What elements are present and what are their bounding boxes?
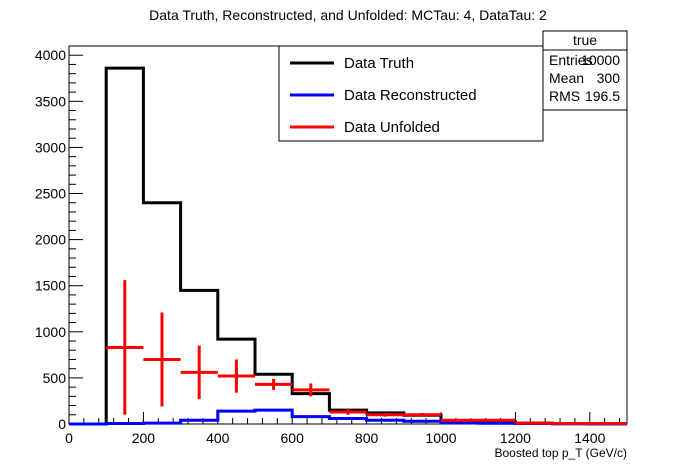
data-unfolded-point <box>589 422 627 426</box>
x-tick-label: 400 <box>206 430 230 446</box>
x-tick-label: 1000 <box>425 430 456 446</box>
data-unfolded-point <box>329 409 367 415</box>
stats-box-title: true <box>573 32 597 48</box>
data-unfolded-point <box>441 418 479 422</box>
y-tick-label: 3500 <box>35 93 66 109</box>
data-unfolded-point <box>292 383 330 397</box>
data-unfolded-points <box>106 280 627 426</box>
data-unfolded-point <box>478 418 516 422</box>
y-tick-label: 0 <box>58 416 66 432</box>
series-layer <box>69 66 627 426</box>
legend: Data Truth Data Reconstructed Data Unfolde… <box>278 45 544 142</box>
y-tick-label: 1000 <box>35 324 66 340</box>
x-axis-label: Boosted top p_T (GeV/c) <box>494 446 627 460</box>
data-unfolded-point <box>366 412 404 417</box>
data-reconstructed-legend-label: Data Reconstructed <box>344 87 477 104</box>
stats-value-entries: 10000 <box>581 52 620 68</box>
data-unfolded-point <box>255 378 293 390</box>
data-unfolded-point <box>515 421 553 425</box>
data-unfolded-point <box>143 312 181 407</box>
data-unfolded-point <box>217 359 255 393</box>
stats-label-mean: Mean <box>549 70 584 86</box>
chart-title: Data Truth, Reconstructed, and Unfolded:… <box>149 7 547 23</box>
x-tick-label: 600 <box>281 430 305 446</box>
data-unfolded-point <box>552 422 590 426</box>
stats-label-rms: RMS <box>549 88 580 104</box>
stats-label-entries: Entries <box>549 52 593 68</box>
stats-box-frame <box>542 30 628 111</box>
y-tick-label: 3000 <box>35 139 66 155</box>
data-unfolded-legend-label: Data Unfolded <box>344 119 440 136</box>
data-truth-legend-label: Data Truth <box>344 55 414 72</box>
y-tick-label: 2000 <box>35 232 66 248</box>
y-tick-label: 1500 <box>35 278 66 294</box>
data-unfolded-point <box>106 280 144 415</box>
y-tick-label: 2500 <box>35 186 66 202</box>
x-tick-label: 0 <box>65 430 73 446</box>
x-tick-label: 800 <box>355 430 379 446</box>
y-tick-label: 4000 <box>35 47 66 63</box>
x-tick-label: 1200 <box>500 430 531 446</box>
y-axis: 0 500 1000 1500 2000 2500 3000 3500 4000 <box>35 45 83 432</box>
stats-value-mean: 300 <box>597 70 621 86</box>
x-axis: 0 200 400 600 800 1000 1200 1400 <box>65 412 621 446</box>
x-tick-label: 200 <box>132 430 156 446</box>
x-tick-label: 1400 <box>574 430 605 446</box>
y-tick-label: 500 <box>43 370 67 386</box>
data-unfolded-point <box>180 345 218 400</box>
data-unfolded-point <box>403 412 441 417</box>
stats-value-rms: 196.5 <box>585 88 620 104</box>
